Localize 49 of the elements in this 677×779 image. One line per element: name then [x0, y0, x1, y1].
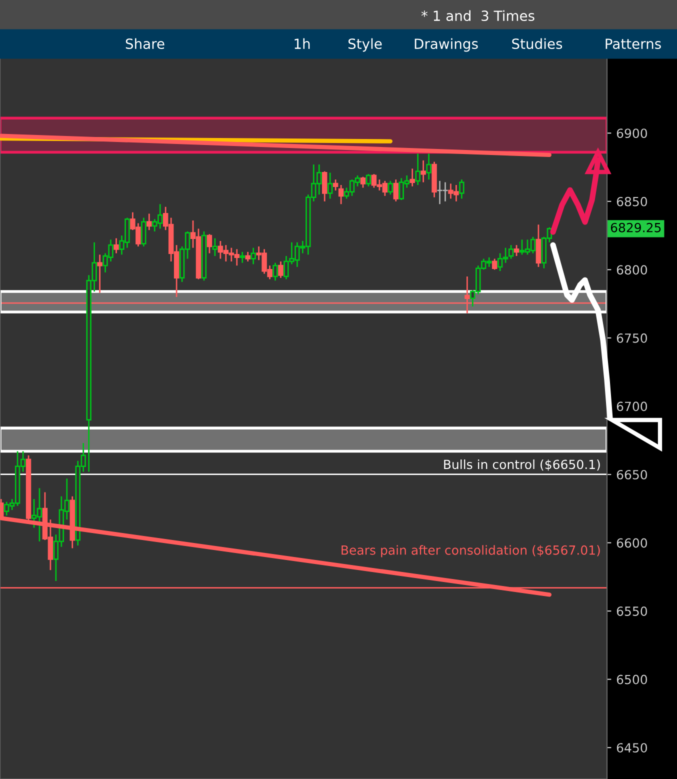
- y-tick-label: 6750: [616, 333, 648, 343]
- candlestick: [146, 212, 152, 231]
- candlestick: [536, 224, 542, 268]
- candlestick: [332, 178, 338, 192]
- y-tick-label: 6550: [616, 606, 648, 616]
- candlestick: [272, 262, 278, 282]
- text: 1h: [294, 38, 310, 49]
- candlestick: [338, 184, 344, 205]
- candlestick: [420, 160, 426, 183]
- y-tick-label: 6800: [616, 265, 648, 275]
- y-tick-label: 6450: [616, 743, 648, 753]
- candlestick: [464, 276, 470, 314]
- ref-line-label: Bears pain after consolidation ($6567.01): [342, 545, 600, 558]
- candlestick: [388, 180, 394, 196]
- candlestick: [212, 238, 218, 257]
- text: Studies: [512, 38, 562, 50]
- candlestick: [366, 173, 372, 188]
- candlestick: [426, 152, 432, 180]
- text: Style: [348, 38, 382, 52]
- candlestick: [508, 244, 514, 260]
- candlestick: [415, 152, 420, 186]
- candlestick: [410, 168, 415, 188]
- candlestick: [459, 178, 464, 200]
- candlestick: [393, 178, 399, 202]
- candlestick: [97, 254, 102, 294]
- ref-line-label: Bulls in control ($6650.1): [444, 459, 600, 471]
- candlestick: [327, 172, 333, 200]
- text: Share: [126, 38, 164, 50]
- text: Drawings: [414, 38, 478, 52]
- candlestick: [250, 247, 256, 265]
- candlestick: [322, 170, 328, 202]
- text: 6829.25: [610, 222, 661, 232]
- candlestick: [492, 258, 498, 270]
- y-tick-label: 6850: [616, 196, 648, 206]
- text: * 1 and 3 Times: [421, 10, 534, 22]
- candlestick: [245, 251, 250, 262]
- y-tick-label: 6700: [616, 402, 648, 412]
- y-tick-label: 6650: [616, 470, 648, 480]
- y-tick-label: 6600: [616, 538, 648, 548]
- y-tick-label: 6500: [616, 674, 648, 684]
- text: Patterns: [606, 38, 661, 50]
- candlestick: [278, 260, 284, 279]
- candlestick: [114, 238, 119, 254]
- candlestick: [360, 176, 366, 188]
- candlestick: [240, 251, 245, 264]
- candlestick: [141, 217, 146, 248]
- candlestick: [206, 233, 212, 254]
- y-tick-label: 6900: [616, 128, 648, 138]
- candlestick: [514, 244, 520, 257]
